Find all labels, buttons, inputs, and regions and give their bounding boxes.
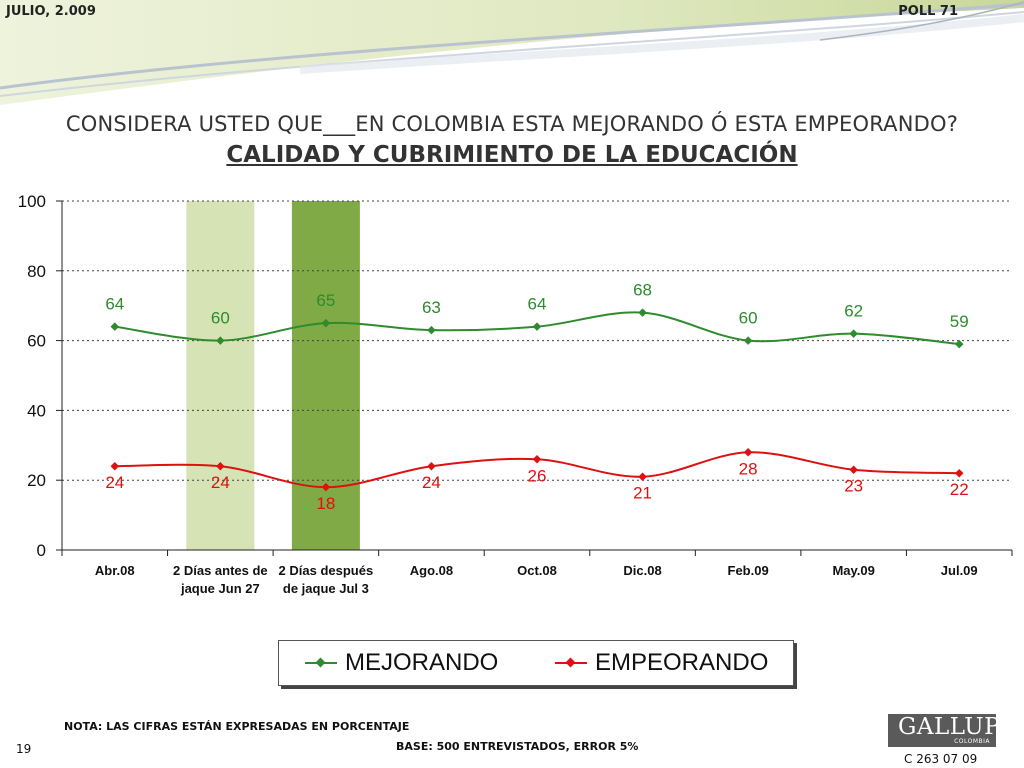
legend-label-empeorando: EMPEORANDO: [595, 649, 769, 676]
line-chart: 0 20 40 60 80 100 Abr.08 2 Días antes de jaque J…: [18, 192, 1013, 596]
legend-line-mejorando: [305, 657, 337, 668]
legend-line-empeorando: [555, 657, 587, 668]
data-label: 24: [422, 473, 441, 492]
data-point: [321, 482, 331, 492]
data-label: 26: [528, 466, 547, 485]
data-label: 64: [105, 295, 124, 314]
logo-name: GALLUP: [898, 714, 1001, 740]
y-tick-label: 20: [27, 471, 46, 490]
x-tick-label: Oct.08: [517, 563, 557, 578]
report-code: C 263 07 09: [904, 752, 978, 766]
x-tick-label: Jul.09: [941, 563, 978, 578]
legend-marker-empeorando: [565, 657, 576, 668]
data-point: [849, 465, 858, 474]
data-point: [743, 448, 753, 457]
data-point: [532, 455, 542, 464]
legend-marker-mejorando: [315, 657, 326, 668]
x-tick-label: jaque Jun 27: [180, 581, 260, 596]
legend-label-mejorando: MEJORANDO: [345, 649, 499, 676]
data-label: 24: [211, 473, 230, 492]
header-banner: [0, 0, 1024, 105]
data-point: [216, 336, 225, 345]
highlight-band: [291, 201, 360, 550]
data-label: 22: [950, 480, 969, 499]
data-label: 65: [316, 291, 335, 310]
data-label: 21: [633, 484, 652, 503]
gallup-logo: GALLUP COLOMBIA: [888, 714, 1000, 747]
data-label: 60: [739, 309, 758, 328]
data-label: 64: [528, 295, 547, 314]
footnote: NOTA: LAS CIFRAS ESTÁN EXPRESADAS EN POR…: [64, 720, 410, 733]
data-point: [110, 322, 120, 331]
data-point: [954, 339, 964, 349]
question-topic: CALIDAD Y CUBRIMIENTO DE LA EDUCACIÓN: [226, 142, 798, 168]
data-label: 68: [633, 281, 652, 300]
page-number: 19: [16, 742, 32, 756]
data-point: [743, 336, 753, 345]
data-point: [954, 468, 964, 478]
y-tick-label: 40: [27, 401, 46, 420]
data-point: [216, 461, 225, 471]
data-label: 28: [739, 459, 758, 478]
x-tick-label: Ago.08: [410, 563, 453, 578]
data-label: 59: [950, 312, 969, 331]
data-point: [427, 461, 436, 471]
x-tick-label: 2 Días antes de: [173, 563, 268, 578]
x-tick-label: May.09: [832, 563, 874, 578]
data-label: 62: [844, 302, 863, 321]
x-tick-label: Feb.09: [728, 563, 769, 578]
y-tick-label: 100: [18, 192, 46, 211]
sample-base: BASE: 500 ENTREVISTADOS, ERROR 5%: [396, 740, 639, 753]
poll-number: POLL 71: [898, 4, 958, 19]
data-point: [532, 322, 542, 331]
data-point: [110, 461, 120, 471]
data-point: [849, 329, 858, 338]
y-tick-label: 0: [37, 541, 46, 560]
x-tick-label: de jaque Jul 3: [283, 581, 369, 596]
report-date: JULIO, 2.009: [6, 4, 96, 19]
highlight-band: [186, 201, 255, 550]
data-label: 24: [105, 473, 124, 492]
legend-item-empeorando: EMPEORANDO: [555, 649, 768, 677]
legend-item-mejorando: MEJORANDO: [305, 649, 498, 677]
data-point: [638, 308, 647, 317]
data-point: [321, 318, 331, 328]
y-tick-label: 80: [27, 262, 46, 281]
x-tick-label: Abr.08: [95, 563, 135, 578]
data-label: 60: [211, 309, 230, 328]
x-tick-label: 2 Días después: [279, 563, 374, 578]
logo-subtitle: COLOMBIA: [954, 738, 990, 745]
data-label: 18: [316, 494, 335, 513]
data-point: [427, 325, 436, 335]
question-text: CONSIDERA USTED QUE___EN COLOMBIA ESTA M…: [65, 112, 959, 136]
chart-legend: MEJORANDO EMPEORANDO: [278, 640, 794, 686]
data-point: [638, 472, 647, 481]
data-label: 63: [422, 298, 441, 317]
x-tick-label: Dic.08: [623, 563, 661, 578]
y-tick-label: 60: [27, 332, 46, 351]
data-label: 23: [844, 477, 863, 496]
